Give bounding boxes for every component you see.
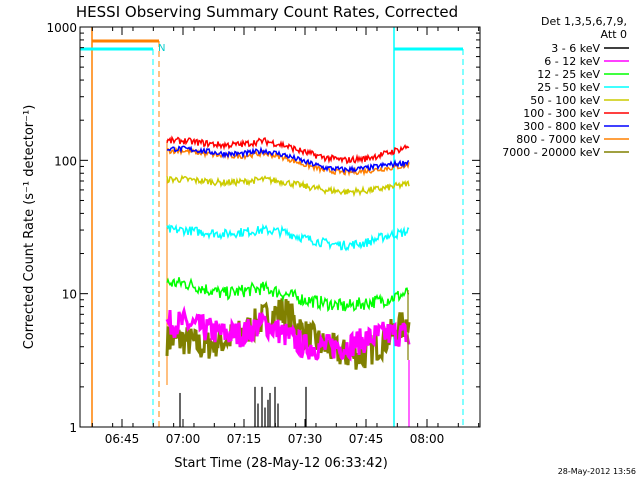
series-group bbox=[165, 135, 411, 427]
axes-group: 06:45 07:00 07:15 07:30 07:45 08:00 1 10 100 1000 bbox=[46, 21, 480, 446]
legend-label: 12 - 25 keV bbox=[537, 68, 600, 81]
footer-timestamp: 28-May-2012 13:56 bbox=[558, 467, 636, 476]
y-tick-label: 1000 bbox=[46, 21, 77, 35]
legend-label: 3 - 6 keV bbox=[551, 42, 600, 55]
x-tick-label: 07:15 bbox=[227, 432, 262, 446]
series-25-50-kev bbox=[166, 223, 410, 252]
legend-header-2: Att 0 bbox=[601, 28, 627, 41]
series-6-12-kev bbox=[165, 305, 411, 362]
legend-header-1: Det 1,3,5,6,7,9, bbox=[541, 15, 627, 28]
y-tick-label: 100 bbox=[54, 154, 77, 168]
chart-title: HESSI Observing Summary Count Rates, Cor… bbox=[76, 3, 458, 21]
y-tick-label: 1 bbox=[69, 421, 77, 435]
series-12-25-kev bbox=[166, 277, 410, 313]
legend-label: 300 - 800 keV bbox=[523, 120, 600, 133]
legend-label: 25 - 50 keV bbox=[537, 81, 600, 94]
x-tick-label: 07:45 bbox=[349, 432, 384, 446]
series-100-300-kev bbox=[166, 135, 410, 165]
legend-label: 6 - 12 keV bbox=[544, 55, 600, 68]
legend-label: 800 - 7000 keV bbox=[516, 133, 600, 146]
x-tick-label: 07:00 bbox=[166, 432, 201, 446]
x-tick-label: 07:30 bbox=[288, 432, 323, 446]
plot-frame bbox=[79, 26, 481, 428]
series-50-100-kev bbox=[166, 174, 410, 198]
legend-label: 7000 - 20000 keV bbox=[502, 146, 600, 159]
x-tick-label: 06:45 bbox=[105, 432, 140, 446]
x-tick-label: 08:00 bbox=[410, 432, 445, 446]
y-axis-label: Corrected Count Rate (s⁻¹ detector⁻¹) bbox=[22, 105, 37, 350]
y-tick-label: 10 bbox=[62, 288, 77, 302]
series-300-800-kev bbox=[166, 145, 410, 174]
n-annotation: N bbox=[158, 43, 165, 54]
x-axis-label: Start Time (28-May-12 06:33:42) bbox=[174, 456, 388, 471]
legend-label: 100 - 300 keV bbox=[523, 107, 600, 120]
legend-label: 50 - 100 keV bbox=[530, 94, 600, 107]
